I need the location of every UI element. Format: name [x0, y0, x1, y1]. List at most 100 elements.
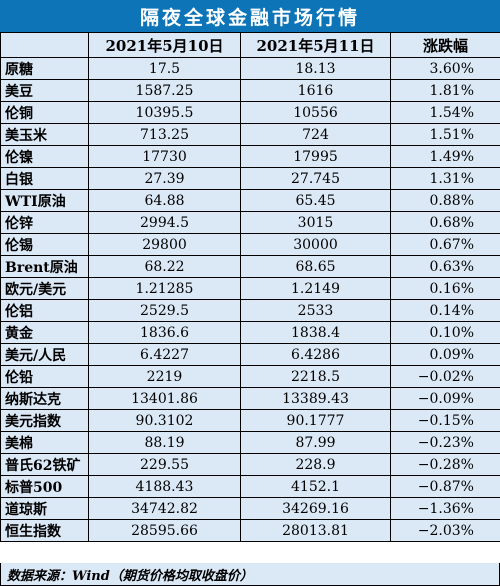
- change-percent: 3.60%: [390, 57, 500, 80]
- value-may-11: 18.13: [240, 57, 391, 80]
- table-header: 2021年5月10日 2021年5月11日 涨跌幅: [0, 32, 500, 58]
- change-percent: 0.68%: [390, 211, 500, 234]
- table-row: 白银 27.39 27.745 1.31%: [0, 167, 500, 190]
- change-percent: −2.03%: [390, 519, 500, 542]
- table-row: 美豆 1587.25 1616 1.81%: [0, 79, 500, 102]
- table-row: 欧元/美元 1.21285 1.2149 0.16%: [0, 277, 500, 300]
- change-percent: 0.09%: [390, 343, 500, 366]
- header-cell: [0, 32, 89, 58]
- value-may-10: 68.22: [88, 255, 241, 278]
- change-percent: −0.87%: [390, 475, 500, 498]
- change-percent: 1.49%: [390, 145, 500, 168]
- table-row: 伦铝 2529.5 2533 0.14%: [0, 299, 500, 322]
- instrument-name: 伦镍: [0, 145, 89, 168]
- table-row: 伦铅 2219 2218.5 −0.02%: [0, 365, 500, 388]
- value-may-10: 27.39: [88, 167, 241, 190]
- header-cell: 2021年5月10日: [88, 32, 241, 58]
- value-may-10: 2529.5: [88, 299, 241, 322]
- value-may-10: 13401.86: [88, 387, 241, 410]
- table-row: WTI原油 64.88 65.45 0.88%: [0, 189, 500, 212]
- value-may-11: 68.65: [240, 255, 391, 278]
- instrument-name: 美元指数: [0, 409, 89, 432]
- change-percent: −1.36%: [390, 497, 500, 520]
- table-row: 黄金 1836.6 1838.4 0.10%: [0, 321, 500, 344]
- value-may-10: 2219: [88, 365, 241, 388]
- table-row: 纳斯达克 13401.86 13389.43 −0.09%: [0, 387, 500, 410]
- value-may-11: 34269.16: [240, 497, 391, 520]
- value-may-11: 724: [240, 123, 391, 146]
- value-may-10: 17.5: [88, 57, 241, 80]
- change-percent: −0.09%: [390, 387, 500, 410]
- value-may-11: 10556: [240, 101, 391, 124]
- table-row: 美元指数 90.3102 90.1777 −0.15%: [0, 409, 500, 432]
- table-row: 美棉 88.19 87.99 −0.23%: [0, 431, 500, 454]
- value-may-10: 88.19: [88, 431, 241, 454]
- value-may-10: 229.55: [88, 453, 241, 476]
- value-may-11: 13389.43: [240, 387, 391, 410]
- change-percent: 0.63%: [390, 255, 500, 278]
- table-row: 普氏62铁矿 229.55 228.9 −0.28%: [0, 453, 500, 476]
- value-may-10: 34742.82: [88, 497, 241, 520]
- value-may-10: 1836.6: [88, 321, 241, 344]
- value-may-11: 27.745: [240, 167, 391, 190]
- header-cell: 2021年5月11日: [240, 32, 391, 58]
- instrument-name: 白银: [0, 167, 89, 190]
- instrument-name: 美玉米: [0, 123, 89, 146]
- table-row: 恒生指数 28595.66 28013.81 −2.03%: [0, 519, 500, 542]
- value-may-11: 2533: [240, 299, 391, 322]
- value-may-11: 6.4286: [240, 343, 391, 366]
- table-row: 伦锌 2994.5 3015 0.68%: [0, 211, 500, 234]
- value-may-11: 65.45: [240, 189, 391, 212]
- value-may-11: 2218.5: [240, 365, 391, 388]
- value-may-11: 90.1777: [240, 409, 391, 432]
- change-percent: 1.51%: [390, 123, 500, 146]
- value-may-10: 2994.5: [88, 211, 241, 234]
- change-percent: 0.67%: [390, 233, 500, 256]
- instrument-name: WTI原油: [0, 189, 89, 212]
- instrument-name: 美豆: [0, 79, 89, 102]
- value-may-10: 28595.66: [88, 519, 241, 542]
- market-table: 2021年5月10日 2021年5月11日 涨跌幅 原糖 17.5 18.13 3.6…: [0, 32, 500, 542]
- change-percent: −0.02%: [390, 365, 500, 388]
- instrument-name: 欧元/美元: [0, 277, 89, 300]
- value-may-10: 29800: [88, 233, 241, 256]
- value-may-11: 4152.1: [240, 475, 391, 498]
- instrument-name: 标普500: [0, 475, 89, 498]
- instrument-name: 伦锌: [0, 211, 89, 234]
- change-percent: 1.81%: [390, 79, 500, 102]
- value-may-10: 4188.43: [88, 475, 241, 498]
- instrument-name: 美棉: [0, 431, 89, 454]
- value-may-10: 713.25: [88, 123, 241, 146]
- table-row: Brent原油 68.22 68.65 0.63%: [0, 255, 500, 278]
- value-may-11: 28013.81: [240, 519, 391, 542]
- value-may-10: 6.4227: [88, 343, 241, 366]
- value-may-10: 10395.5: [88, 101, 241, 124]
- instrument-name: 伦铝: [0, 299, 89, 322]
- value-may-11: 228.9: [240, 453, 391, 476]
- change-percent: 0.88%: [390, 189, 500, 212]
- value-may-11: 30000: [240, 233, 391, 256]
- instrument-name: 恒生指数: [0, 519, 89, 542]
- data-source-note: 数据来源：Wind（期货价格均取收盘价）: [0, 563, 500, 586]
- table-row: 标普500 4188.43 4152.1 −0.87%: [0, 475, 500, 498]
- change-percent: −0.23%: [390, 431, 500, 454]
- value-may-10: 64.88: [88, 189, 241, 212]
- report-title: 隔夜全球金融市场行情: [0, 0, 500, 32]
- instrument-name: Brent原油: [0, 255, 89, 278]
- value-may-11: 1616: [240, 79, 391, 102]
- change-percent: 0.16%: [390, 277, 500, 300]
- value-may-11: 3015: [240, 211, 391, 234]
- instrument-name: 美元/人民: [0, 343, 89, 366]
- change-percent: 1.31%: [390, 167, 500, 190]
- table-row: 美玉米 713.25 724 1.51%: [0, 123, 500, 146]
- change-percent: 1.54%: [390, 101, 500, 124]
- instrument-name: 纳斯达克: [0, 387, 89, 410]
- table-row: 道琼斯 34742.82 34269.16 −1.36%: [0, 497, 500, 520]
- change-percent: 0.14%: [390, 299, 500, 322]
- instrument-name: 伦铜: [0, 101, 89, 124]
- instrument-name: 黄金: [0, 321, 89, 344]
- change-percent: −0.28%: [390, 453, 500, 476]
- instrument-name: 道琼斯: [0, 497, 89, 520]
- instrument-name: 伦铅: [0, 365, 89, 388]
